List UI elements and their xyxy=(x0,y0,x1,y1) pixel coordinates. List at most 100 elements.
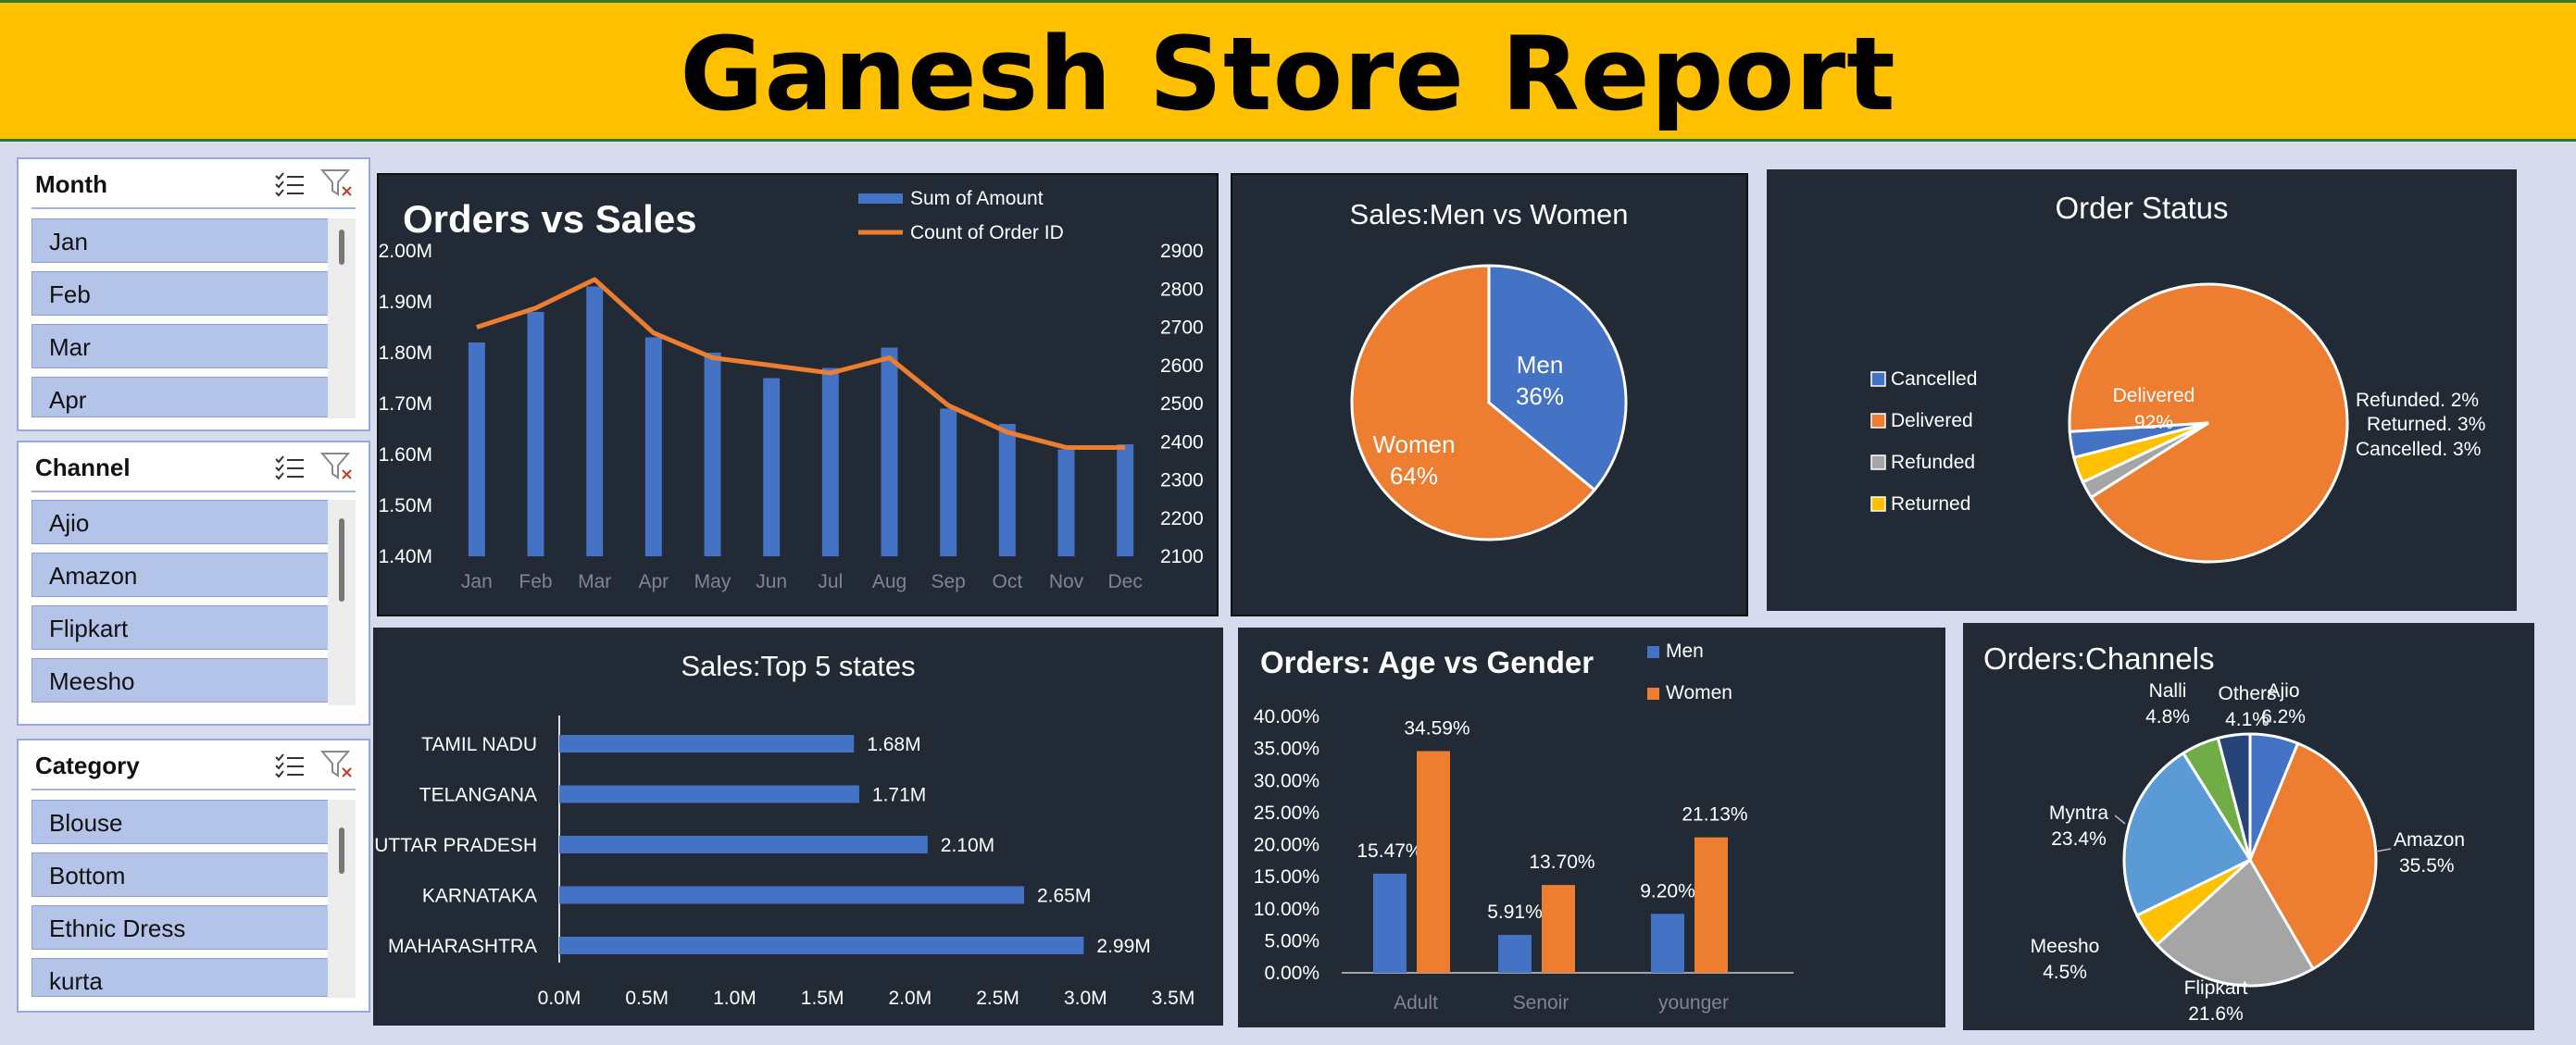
slice-label: Men xyxy=(1517,351,1564,379)
scrollbar-thumb[interactable] xyxy=(339,827,344,874)
legend-swatch xyxy=(1870,454,1886,470)
slice-pct: 4.5% xyxy=(2043,962,2087,983)
x-tick: Mar xyxy=(578,571,611,592)
data-label: 2.65M xyxy=(1037,886,1091,907)
bar-amount xyxy=(468,342,485,556)
y-tick: 30.00% xyxy=(1254,770,1319,791)
chart-title: Sales:Men vs Women xyxy=(1350,198,1629,230)
chart-title: Sales:Top 5 states xyxy=(681,650,915,682)
age-vs-gender-panel: Orders: Age vs Gender Men Women 40.00% 35.00… xyxy=(1238,628,1945,1027)
legend-label: Delivered xyxy=(1891,410,1973,431)
top5-states-panel: Sales:Top 5 states TAMIL NADU 1.68M TELANGA… xyxy=(373,628,1223,1026)
age-vs-gender-chart: Orders: Age vs Gender Men Women 40.00% 35.00… xyxy=(1254,641,1794,1014)
multi-select-icon[interactable] xyxy=(274,454,306,481)
y-tick: 20.00% xyxy=(1254,835,1319,856)
chart-title: Orders:Channels xyxy=(1983,641,2214,676)
slicer-item-feb[interactable]: Feb xyxy=(31,271,330,316)
legend-label-amount: Sum of Amount xyxy=(910,188,1044,209)
slicer-item-ajio[interactable]: Ajio xyxy=(31,500,330,544)
bar-women xyxy=(1417,751,1450,973)
slice-pct: 23.4% xyxy=(2051,828,2107,850)
bar-amount xyxy=(586,286,604,556)
slice-label-refunded: Refunded. 2% xyxy=(2356,390,2479,411)
x-tick: Sep xyxy=(931,571,965,592)
multi-select-icon[interactable] xyxy=(274,752,306,779)
slice-pct: 36% xyxy=(1516,382,1564,410)
bar-amount xyxy=(704,353,721,556)
orders-vs-sales-chart: Orders vs Sales Sum of Amount Count of Ord… xyxy=(379,188,1204,592)
scrollbar-thumb[interactable] xyxy=(339,518,344,602)
channels-panel: Orders:Channels Ajio 6.2% Amazon 35.5% Flipka… xyxy=(1963,623,2534,1030)
x-tick: Adult xyxy=(1394,992,1438,1014)
slice-pct: 92% xyxy=(2134,412,2173,433)
x-tick: 0.0M xyxy=(538,988,581,1009)
channels-chart: Orders:Channels Ajio 6.2% Amazon 35.5% Flipka… xyxy=(1983,641,2465,1025)
bar-men xyxy=(1498,935,1532,973)
legend-label: Men xyxy=(1666,641,1704,662)
slicer-item-bottom[interactable]: Bottom xyxy=(31,852,330,897)
slicer-item-kurta[interactable]: kurta xyxy=(31,958,330,997)
bar-amount xyxy=(1117,444,1134,556)
leader-line xyxy=(2262,720,2272,726)
x-tick: younger xyxy=(1658,992,1729,1014)
order-status-chart: Order Status Cancelled Delivered Refunded Re… xyxy=(1870,191,2485,564)
y-left-tick: 2.00M xyxy=(379,241,432,262)
data-label: 9.20% xyxy=(1640,880,1695,902)
y-right-tick: 2300 xyxy=(1160,470,1204,491)
slicer-header: Category xyxy=(31,740,356,790)
slicer-item-ethnic-dress[interactable]: Ethnic Dress xyxy=(31,905,330,950)
slicer-scrollbar[interactable] xyxy=(328,218,356,418)
clear-filter-icon[interactable] xyxy=(319,750,354,779)
x-tick: 0.5M xyxy=(625,988,669,1009)
pie-slice-flipkart xyxy=(2155,857,2316,988)
data-label: 1.68M xyxy=(867,734,920,755)
state-label: KARNATAKA xyxy=(422,886,537,907)
top5-states-chart: Sales:Top 5 states TAMIL NADU 1.68M TELANGA… xyxy=(374,650,1194,1009)
report-header: Ganesh Store Report xyxy=(0,0,2576,142)
y-tick: 40.00% xyxy=(1254,706,1319,728)
x-tick: 1.0M xyxy=(713,988,757,1009)
slicer-title: Channel xyxy=(35,454,131,481)
slice-label: Women xyxy=(1372,430,1455,458)
y-right-tick: 2100 xyxy=(1160,546,1204,567)
state-label: UTTAR PRADESH xyxy=(374,835,537,856)
y-left-tick: 1.60M xyxy=(379,444,432,466)
legend-swatch xyxy=(1647,646,1659,658)
x-tick: Aug xyxy=(872,571,907,592)
multi-select-icon[interactable] xyxy=(274,170,306,198)
bar-women xyxy=(1694,837,1728,973)
slice-label: Amazon xyxy=(2394,829,2465,851)
slice-label: Ajio xyxy=(2267,680,2299,702)
slicer-scrollbar[interactable] xyxy=(328,800,356,998)
legend-swatch xyxy=(1870,413,1886,429)
slicer-item-apr[interactable]: Apr xyxy=(31,377,330,417)
bar-amount xyxy=(881,347,898,556)
clear-filter-icon[interactable] xyxy=(319,168,354,198)
legend-label: Refunded xyxy=(1891,452,1975,473)
data-label: 15.47% xyxy=(1357,840,1422,862)
y-right-tick: 2700 xyxy=(1160,317,1204,339)
x-tick: 3.0M xyxy=(1064,988,1107,1009)
data-label: 13.70% xyxy=(1529,852,1594,873)
slicer-item-blouse[interactable]: Blouse xyxy=(31,800,330,844)
scrollbar-thumb[interactable] xyxy=(339,230,344,265)
slicer-item-flipkart[interactable]: Flipkart xyxy=(31,605,330,650)
month-slicer: Month Jan Feb Mar Apr xyxy=(17,157,370,431)
y-right-tick: 2200 xyxy=(1160,508,1204,529)
x-tick: 2.5M xyxy=(976,988,1019,1009)
state-label: MAHARASHTRA xyxy=(388,936,537,957)
y-right-tick: 2400 xyxy=(1160,431,1204,453)
slicer-item-amazon[interactable]: Amazon xyxy=(31,553,330,597)
y-tick: 35.00% xyxy=(1254,739,1319,760)
slice-pct: 64% xyxy=(1390,462,1438,490)
y-left-tick: 1.80M xyxy=(379,342,432,364)
slicer-item-meesho[interactable]: Meesho xyxy=(31,658,330,703)
slicer-item-mar[interactable]: Mar xyxy=(31,324,330,368)
line-count-series xyxy=(476,277,1126,450)
slicer-item-jan[interactable]: Jan xyxy=(31,218,330,263)
slicer-scrollbar[interactable] xyxy=(328,500,356,705)
clear-filter-icon[interactable] xyxy=(319,452,354,481)
slice-label: Delivered xyxy=(2113,385,2195,406)
slice-label: Others xyxy=(2218,683,2276,704)
x-tick: Jul xyxy=(818,571,843,592)
